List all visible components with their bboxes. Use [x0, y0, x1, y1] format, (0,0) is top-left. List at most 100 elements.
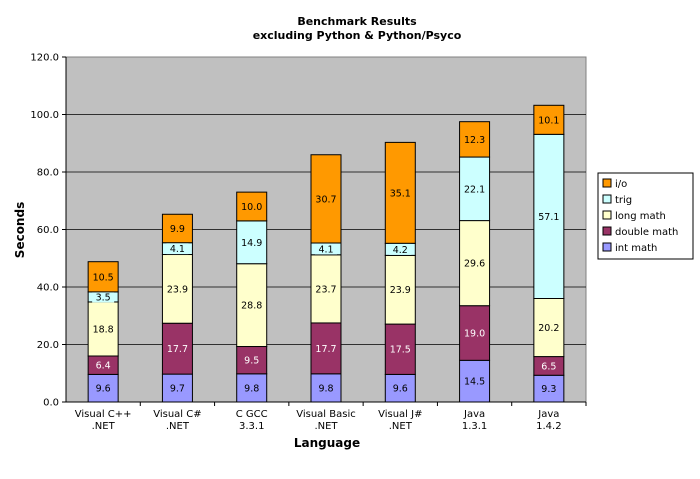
legend: i/o trig long math double math int math — [597, 172, 694, 260]
x-tick-label: .NET — [166, 421, 190, 432]
data-label: 3.5 — [96, 292, 111, 303]
data-label: 29.6 — [464, 259, 485, 270]
legend-swatch — [602, 242, 612, 252]
data-label-bg — [537, 360, 560, 372]
data-label: 9.8 — [318, 383, 333, 394]
data-label: 18.8 — [93, 324, 114, 335]
data-label: 23.9 — [167, 284, 188, 295]
data-label: 9.9 — [170, 224, 185, 235]
data-label-bg — [240, 201, 263, 212]
data-label-bg — [92, 291, 115, 303]
plot-area: 0.0 20.0 40.0 60.0 80.0 100.0 120.0 9.6 6.4 18.8 3… — [30, 53, 587, 432]
chart-title: Benchmark Results excluding Python & Pyt… — [253, 15, 462, 42]
data-label: 28.8 — [241, 301, 262, 312]
chart-title-line-2: excluding Python & Python/Psyco — [253, 29, 462, 42]
data-label-bg — [389, 187, 412, 199]
data-label: 12.3 — [464, 135, 485, 146]
data-label: 10.5 — [93, 272, 114, 283]
data-label-bg — [315, 193, 337, 205]
data-label-bg — [315, 342, 337, 354]
legend-swatch — [602, 178, 612, 188]
y-tick-label: 20.0 — [37, 340, 59, 351]
data-label-bg — [537, 322, 560, 334]
bar-stack: 9.6 17.5 23.9 4.2 35.1 — [384, 141, 416, 403]
data-label-bg — [463, 327, 486, 339]
bar-stack: 14.5 19.0 29.6 22.1 12.3 — [459, 121, 491, 403]
x-tick-label: .NET — [314, 421, 338, 432]
bar-stack: 9.3 6.5 20.2 57.1 10.1 — [533, 104, 565, 403]
x-tick-label: .NET — [389, 421, 413, 432]
data-label-bg — [92, 359, 115, 371]
data-label-bg — [240, 299, 263, 311]
data-label: 23.7 — [315, 284, 336, 295]
data-label-bg — [240, 382, 263, 394]
data-label-bg — [389, 284, 412, 296]
data-label: 9.3 — [541, 384, 556, 395]
data-label: 23.9 — [390, 285, 411, 296]
data-label-bg — [537, 114, 560, 126]
legend-swatch — [602, 210, 612, 220]
legend-label: long math — [615, 211, 666, 222]
data-label: 6.4 — [96, 361, 111, 372]
data-label-bg — [463, 133, 486, 145]
y-tick-label: 0.0 — [43, 398, 59, 409]
data-label: 17.5 — [390, 345, 411, 356]
data-label: 17.7 — [315, 344, 336, 355]
x-axis-title: Language — [294, 436, 360, 450]
legend-label: i/o — [615, 179, 627, 190]
data-label: 4.1 — [318, 244, 333, 255]
x-tick-label: 1.4.2 — [536, 421, 561, 432]
bar-stack: 9.8 9.5 28.8 14.9 10.0 — [236, 191, 268, 403]
data-label-bg — [537, 383, 560, 395]
y-axis-title: Seconds — [13, 202, 27, 258]
y-tick-label: 80.0 — [37, 168, 59, 179]
data-label-bg — [315, 283, 337, 295]
chart-title-line-1: Benchmark Results — [297, 15, 417, 28]
data-label-bg — [389, 343, 412, 355]
data-label-bg — [92, 382, 115, 394]
legend-box — [597, 172, 694, 260]
data-label-bg — [315, 382, 337, 394]
data-label: 10.0 — [241, 202, 262, 213]
bar-stack: 9.8 17.7 23.7 4.1 30.7 — [310, 154, 342, 403]
data-label: 9.7 — [170, 384, 185, 395]
x-tick-label: Visual C++ — [75, 409, 132, 420]
data-label: 9.5 — [244, 356, 259, 367]
data-label: 57.1 — [538, 212, 559, 223]
bar-stack: 9.6 6.4 18.8 3.5 10.5 — [87, 261, 119, 403]
y-tick-label: 100.0 — [30, 110, 59, 121]
data-label-bg — [92, 323, 115, 335]
data-label: 35.1 — [390, 188, 411, 199]
x-tick-label: Visual Basic — [296, 409, 356, 420]
data-label: 17.7 — [167, 344, 188, 355]
y-tick-label: 40.0 — [37, 283, 59, 294]
data-label-bg — [463, 183, 486, 195]
data-label-bg — [166, 343, 189, 355]
legend-swatch — [602, 194, 612, 204]
data-label-bg — [240, 354, 263, 366]
data-label-bg — [166, 222, 189, 234]
data-label-bg — [389, 382, 412, 394]
data-label-bg — [389, 243, 412, 255]
x-tick-label: Java — [537, 409, 559, 420]
data-label-bg — [240, 236, 263, 248]
data-label: 30.7 — [315, 194, 336, 205]
x-tick-label: C GCC — [236, 409, 268, 420]
data-label: 10.1 — [538, 115, 559, 126]
y-tick-label: 120.0 — [30, 53, 59, 64]
data-label: 14.5 — [464, 377, 485, 388]
data-label: 22.1 — [464, 184, 485, 195]
x-tick-label: Visual J# — [378, 409, 422, 420]
x-tick-label: Java — [463, 409, 485, 420]
data-label-bg — [166, 283, 189, 295]
data-label-bg — [315, 243, 337, 255]
data-label: 14.9 — [241, 238, 262, 249]
legend-label: int math — [615, 243, 657, 254]
x-tick-label: 3.3.1 — [239, 421, 264, 432]
x-tick-label: Visual C# — [153, 409, 201, 420]
data-label-bg — [166, 243, 189, 255]
data-label: 6.5 — [541, 361, 556, 372]
data-label-bg — [92, 271, 115, 283]
legend-swatch — [602, 226, 612, 236]
